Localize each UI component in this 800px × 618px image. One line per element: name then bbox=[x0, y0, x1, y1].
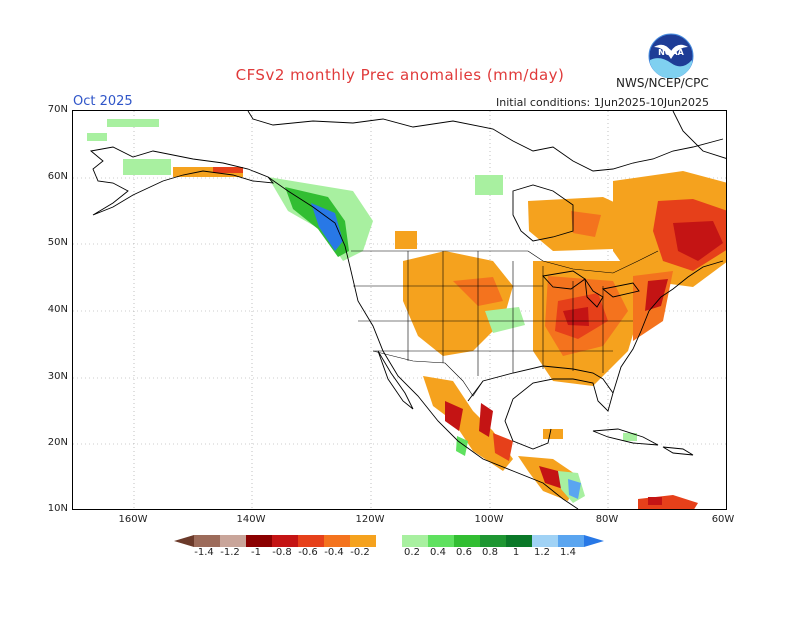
colorbar-swatch bbox=[454, 535, 480, 547]
anomaly-patch bbox=[493, 433, 513, 461]
anomaly-patch bbox=[107, 119, 159, 127]
anomaly-patch bbox=[456, 436, 468, 456]
lat-label-20n: 20N bbox=[47, 437, 68, 448]
lat-label-40n: 40N bbox=[47, 304, 68, 315]
lat-label-30n: 30N bbox=[47, 371, 68, 382]
noaa-logo: NOAA bbox=[648, 33, 694, 79]
colorbar-label: -0.6 bbox=[298, 547, 318, 558]
colorbar-high-triangle bbox=[584, 535, 604, 547]
colorbar-swatch bbox=[532, 535, 558, 547]
anomaly-patch bbox=[539, 466, 563, 489]
anomaly-patch bbox=[403, 251, 513, 356]
colorbar-swatch bbox=[506, 535, 532, 547]
colorbar-label: 1.4 bbox=[560, 547, 576, 558]
colorbar-swatch bbox=[402, 535, 428, 547]
anomaly-patch bbox=[645, 279, 668, 311]
colorbar-low-triangle bbox=[174, 535, 194, 547]
colorbar-swatch bbox=[350, 535, 376, 547]
lon-label-120w: 120W bbox=[355, 514, 385, 525]
lon-label-160w: 160W bbox=[118, 514, 148, 525]
initial-conditions: Initial conditions: 1Jun2025-10Jun2025 bbox=[496, 96, 710, 109]
lat-label-60n: 60N bbox=[47, 171, 68, 182]
anomaly-patch bbox=[475, 175, 503, 195]
anomaly-patch bbox=[543, 429, 563, 439]
anomaly-shading bbox=[87, 119, 726, 509]
anomaly-patch bbox=[213, 167, 243, 173]
colorbar-swatch bbox=[324, 535, 350, 547]
colorbar-swatch bbox=[298, 535, 324, 547]
anomaly-patch bbox=[648, 497, 662, 505]
colorbar-label: -0.8 bbox=[272, 547, 292, 558]
colorbar-label: -1 bbox=[251, 547, 261, 558]
colorbar-swatch bbox=[194, 535, 220, 547]
map-svg bbox=[73, 111, 726, 509]
anomaly-patch bbox=[123, 159, 171, 175]
colorbar-label: 0.6 bbox=[456, 547, 472, 558]
forecast-month: Oct 2025 bbox=[73, 94, 133, 109]
colorbar-svg bbox=[174, 535, 604, 547]
colorbar-label: -1.4 bbox=[194, 547, 214, 558]
lon-label-60w: 60W bbox=[711, 514, 735, 525]
anomaly-patch bbox=[623, 433, 637, 441]
colorbar-label: 0.2 bbox=[404, 547, 420, 558]
colorbar-swatch bbox=[220, 535, 246, 547]
colorbar-swatch bbox=[272, 535, 298, 547]
colorbar-label: -0.2 bbox=[350, 547, 370, 558]
noaa-logo-text: NOAA bbox=[658, 48, 684, 57]
coastlines bbox=[89, 111, 726, 509]
colorbar-swatch bbox=[428, 535, 454, 547]
anomaly-patch bbox=[395, 231, 417, 249]
anomaly-patch bbox=[568, 479, 581, 499]
chart-title: CFSv2 monthly Prec anomalies (mm/day) bbox=[235, 66, 565, 84]
lon-label-140w: 140W bbox=[236, 514, 266, 525]
colorbar-label: 1 bbox=[512, 547, 520, 558]
lon-label-100w: 100W bbox=[474, 514, 504, 525]
lat-label-70n: 70N bbox=[47, 104, 68, 115]
anomaly-patch bbox=[485, 307, 525, 333]
anomaly-patch bbox=[673, 221, 723, 261]
colorbar-label: 0.4 bbox=[430, 547, 446, 558]
colorbar-swatch bbox=[376, 535, 402, 547]
colorbar bbox=[174, 533, 634, 552]
colorbar-label: -0.4 bbox=[324, 547, 344, 558]
anomaly-patch bbox=[638, 495, 698, 509]
colorbar-swatch bbox=[246, 535, 272, 547]
political-borders bbox=[351, 250, 659, 397]
lat-label-50n: 50N bbox=[47, 237, 68, 248]
anomaly-patch bbox=[87, 133, 107, 141]
anomaly-patch bbox=[423, 376, 513, 471]
anomaly-patch bbox=[479, 403, 493, 437]
colorbar-swatch bbox=[480, 535, 506, 547]
anomaly-patch bbox=[445, 401, 463, 431]
colorbar-label: 1.2 bbox=[534, 547, 550, 558]
anomaly-map bbox=[72, 110, 727, 510]
anomaly-patch bbox=[571, 211, 601, 237]
lon-label-80w: 80W bbox=[595, 514, 619, 525]
colorbar-label: -1.2 bbox=[220, 547, 240, 558]
colorbar-swatch bbox=[558, 535, 584, 547]
lat-label-10n: 10N bbox=[47, 503, 68, 514]
agency-label: NWS/NCEP/CPC bbox=[616, 76, 709, 90]
anomaly-patch bbox=[311, 203, 343, 251]
colorbar-label: 0.8 bbox=[482, 547, 498, 558]
